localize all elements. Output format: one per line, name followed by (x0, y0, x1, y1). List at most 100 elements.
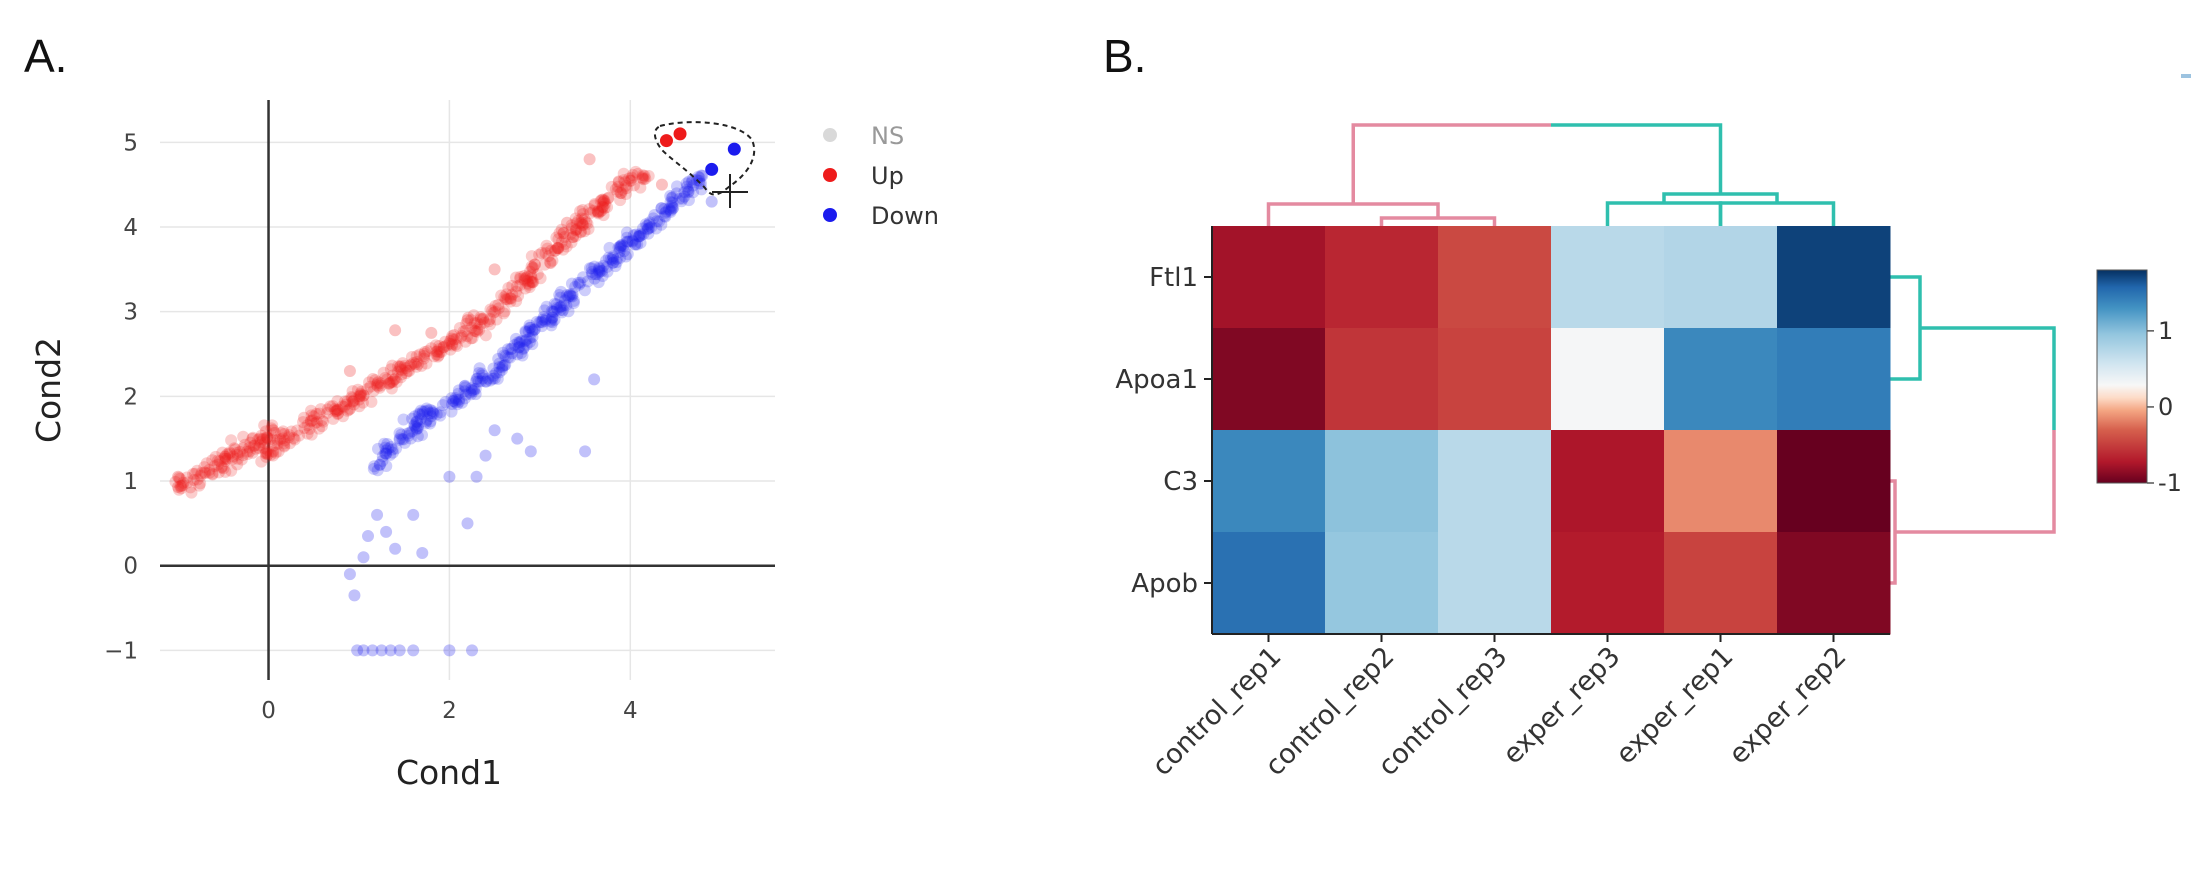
data-point[interactable] (228, 442, 241, 455)
data-point[interactable] (687, 179, 700, 192)
data-point[interactable] (346, 392, 359, 405)
data-point[interactable] (607, 251, 620, 264)
data-point[interactable] (271, 437, 284, 450)
data-point[interactable] (315, 420, 328, 433)
data-point[interactable] (566, 288, 579, 301)
data-point[interactable] (541, 242, 554, 255)
data-point[interactable] (557, 227, 570, 240)
data-point[interactable] (434, 409, 447, 422)
data-point[interactable] (546, 311, 559, 324)
data-point[interactable] (440, 339, 453, 352)
data-point[interactable] (355, 385, 368, 398)
data-point[interactable] (523, 321, 536, 334)
data-point[interactable] (291, 424, 304, 437)
heatmap-cell[interactable] (1777, 430, 1891, 533)
data-point[interactable] (564, 289, 577, 302)
data-point[interactable] (208, 460, 221, 473)
data-point[interactable] (450, 393, 463, 406)
data-point[interactable] (411, 430, 424, 443)
data-point[interactable] (389, 372, 402, 385)
data-point[interactable] (584, 207, 597, 220)
data-point[interactable] (634, 236, 647, 249)
data-point[interactable] (613, 245, 626, 258)
data-point[interactable] (172, 483, 185, 496)
data-point[interactable] (570, 217, 583, 230)
data-point[interactable] (260, 431, 273, 444)
data-point[interactable] (392, 360, 405, 373)
data-point[interactable] (409, 358, 422, 371)
data-point[interactable] (261, 430, 274, 443)
data-point[interactable] (490, 313, 503, 326)
data-point[interactable] (665, 192, 678, 205)
data-point[interactable] (598, 194, 611, 207)
data-point[interactable] (473, 323, 486, 336)
data-point[interactable] (583, 262, 596, 275)
data-point[interactable] (239, 438, 252, 451)
data-point[interactable] (538, 258, 551, 271)
data-point[interactable] (617, 174, 630, 187)
data-point[interactable] (462, 311, 475, 324)
data-point[interactable] (636, 172, 649, 185)
data-point[interactable] (341, 395, 354, 408)
data-point[interactable] (587, 204, 600, 217)
data-point[interactable] (504, 343, 517, 356)
data-point[interactable] (490, 366, 503, 379)
data-point[interactable] (519, 282, 532, 295)
data-point[interactable] (351, 644, 364, 657)
data-point[interactable] (627, 179, 640, 192)
data-point[interactable] (479, 375, 492, 388)
data-point[interactable] (459, 335, 472, 348)
data-point[interactable] (526, 262, 539, 275)
data-point[interactable] (498, 291, 511, 304)
data-point[interactable] (560, 240, 573, 253)
data-point[interactable] (471, 325, 484, 338)
data-point[interactable] (685, 176, 698, 189)
data-point[interactable] (416, 408, 429, 421)
data-point[interactable] (551, 242, 564, 255)
data-point[interactable] (267, 445, 280, 458)
data-point[interactable] (653, 215, 666, 228)
data-point[interactable] (278, 440, 291, 453)
heatmap-cell[interactable] (1664, 328, 1778, 431)
data-point[interactable] (545, 244, 558, 257)
data-point[interactable] (594, 264, 607, 277)
selected-point[interactable] (705, 162, 719, 176)
data-point[interactable] (450, 332, 463, 345)
data-point[interactable] (639, 218, 652, 231)
data-point[interactable] (414, 413, 427, 426)
data-point[interactable] (395, 364, 408, 377)
data-point[interactable] (396, 432, 409, 445)
data-point[interactable] (264, 433, 277, 446)
data-point[interactable] (566, 290, 579, 303)
data-point[interactable] (524, 445, 537, 458)
data-point[interactable] (419, 415, 432, 428)
heatmap-cell[interactable] (1551, 532, 1665, 635)
data-point[interactable] (278, 434, 291, 447)
data-point[interactable] (692, 170, 705, 183)
data-point[interactable] (199, 467, 212, 480)
data-point[interactable] (225, 434, 238, 447)
data-point[interactable] (569, 224, 582, 237)
data-point[interactable] (393, 644, 406, 657)
data-point[interactable] (410, 423, 423, 436)
data-point[interactable] (510, 271, 523, 284)
legend-item-up[interactable]: Up (823, 162, 904, 190)
data-point[interactable] (535, 246, 548, 259)
data-point[interactable] (592, 264, 605, 277)
data-point[interactable] (339, 398, 352, 411)
data-point[interactable] (418, 345, 431, 358)
data-point[interactable] (519, 335, 532, 348)
data-point[interactable] (454, 331, 467, 344)
data-point[interactable] (643, 218, 656, 231)
data-point[interactable] (620, 235, 633, 248)
data-point[interactable] (332, 407, 345, 420)
data-point[interactable] (328, 403, 341, 416)
data-point[interactable] (482, 315, 495, 328)
data-point[interactable] (416, 428, 429, 441)
data-point[interactable] (557, 243, 570, 256)
data-point[interactable] (598, 201, 611, 214)
data-point[interactable] (459, 381, 472, 394)
data-point[interactable] (444, 335, 457, 348)
data-point[interactable] (521, 274, 534, 287)
data-point[interactable] (695, 169, 708, 182)
